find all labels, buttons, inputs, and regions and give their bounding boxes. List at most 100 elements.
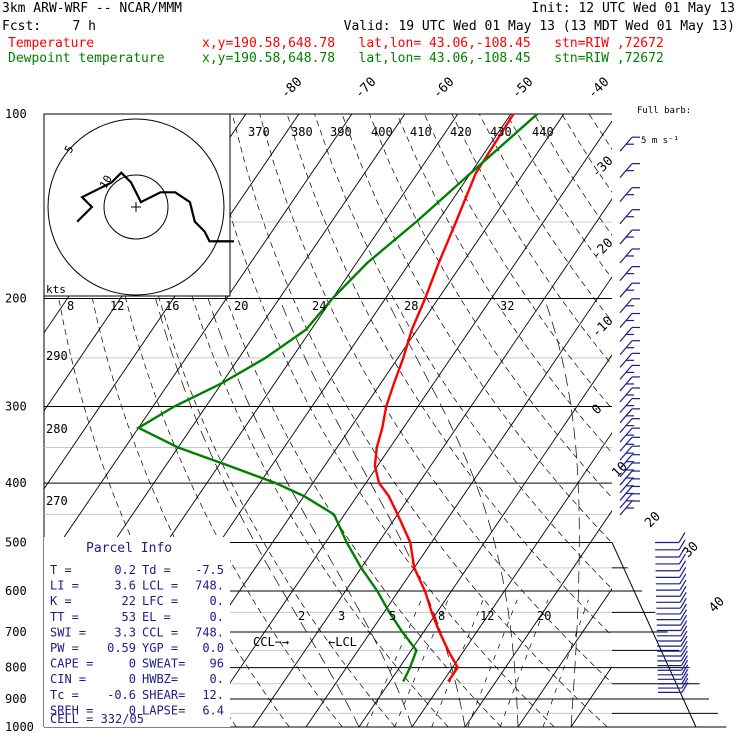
- diagram-right-edge: [611, 542, 697, 728]
- isotherm-label: 0: [589, 402, 605, 418]
- dry-adiabat-label: 390: [330, 125, 352, 139]
- forecast-hour: Fcst: 7 h: [2, 19, 96, 34]
- isotherm-label: -70: [352, 75, 379, 102]
- parcel-field-label: CIN =: [50, 672, 86, 686]
- parcel-field-label: PW =: [50, 641, 79, 655]
- parcel-field-value: 0.: [210, 672, 224, 686]
- parcel-field-label: SWI =: [50, 625, 86, 639]
- dry-adiabat-label: 280: [46, 422, 68, 436]
- parcel-field-value: 12.: [202, 688, 224, 702]
- wind-barb: [681, 664, 689, 676]
- isotherm-line: [358, 354, 612, 727]
- parcel-field-label: LCL =: [142, 579, 178, 593]
- wind-barb: [680, 614, 688, 626]
- isotherm-label: 40: [706, 594, 728, 616]
- init-time: Init: 12 UTC Wed 01 May 13: [531, 1, 736, 16]
- parcel-field-value: 0.0: [202, 641, 224, 655]
- dry-adiabat: [506, 114, 612, 279]
- dry-adiabat: [588, 114, 612, 150]
- parcel-field-value: 0: [129, 703, 136, 717]
- wind-barb: [680, 625, 688, 637]
- parcel-field-value: -7.5: [195, 563, 224, 577]
- pressure-tick-label: 300: [5, 399, 27, 413]
- parcel-field-value: 22: [122, 594, 136, 608]
- speed-axis-label: 12: [110, 299, 124, 313]
- mixing-ratio-line: [431, 599, 484, 727]
- parcel-field-label: LI =: [50, 579, 79, 593]
- parcel-field-value: 748.: [195, 625, 224, 639]
- parcel-info-panel: Parcel Info T = 0.2 Td = -7.5 LI = 3.6 LCL = 74…: [44, 537, 230, 727]
- dry-adiabat: [617, 114, 740, 727]
- wind-barb: [681, 677, 689, 689]
- moist-adiabat: [385, 298, 519, 727]
- dry-adiabat: [561, 114, 612, 193]
- wind-barb: [678, 546, 686, 558]
- hodograph-units: kts: [46, 283, 66, 296]
- mixing-ratio-line: [366, 599, 422, 727]
- isotherm-line: [411, 432, 612, 727]
- cell-motion: CELL = 332/05: [50, 712, 144, 726]
- mixing-ratio-label: 3: [338, 609, 345, 623]
- isotherm-label: -60: [430, 75, 457, 102]
- hodograph-ring: [103, 174, 169, 240]
- wind-barb: [680, 630, 688, 642]
- wind-barb: [680, 655, 688, 666]
- wind-barb: [679, 591, 687, 603]
- speed-axis-label: 24: [312, 299, 326, 313]
- mixing-ratio-line: [467, 599, 518, 727]
- wind-barb: [679, 585, 687, 597]
- speed-axis-label: 8: [67, 299, 74, 313]
- mixing-ratio-label: 5: [389, 609, 396, 623]
- wind-barb: [681, 673, 689, 685]
- dry-adiabat-label: 420: [450, 125, 472, 139]
- parcel-info-text: Parcel Info T = 0.2 Td = -7.5 LI = 3.6 LCL = 74…: [50, 541, 224, 726]
- temperature-legend: Temperature: [8, 36, 95, 51]
- isotherm-line: [199, 120, 612, 727]
- wind-barb: [680, 640, 688, 652]
- isotherm-line: [677, 114, 740, 727]
- barb-key-unit: 5 m s⁻¹: [641, 136, 679, 146]
- mixing-ratio-label: 8: [438, 609, 445, 623]
- pressure-tick-label: 700: [5, 625, 27, 639]
- valid-time: Valid: 19 UTC Wed 01 May 13 (13 MDT Wed …: [343, 19, 735, 34]
- wind-barb: [681, 669, 689, 680]
- isotherm-line: [305, 276, 612, 727]
- wind-barb: [680, 609, 688, 620]
- dry-adiabat-label: 380: [291, 125, 313, 139]
- dry-adiabat: [314, 114, 612, 590]
- parcel-field-value: 3.3: [114, 625, 136, 639]
- wind-barb: [678, 532, 686, 543]
- hodograph-box: [43, 113, 231, 297]
- dry-adiabat-label: 440: [532, 125, 554, 139]
- pressure-tick-label: 1000: [5, 720, 34, 734]
- wind-barb: [679, 560, 687, 572]
- wind-barb: [680, 635, 688, 647]
- pressure-tick-label: 800: [5, 661, 27, 675]
- parcel-field-label: K =: [50, 594, 72, 608]
- mixing-ratio-label: 20: [537, 609, 551, 623]
- parcel-field-value: 0.: [210, 610, 224, 624]
- wind-barb: [678, 539, 686, 551]
- wind-barb: [680, 620, 688, 631]
- parcel-field-label: SWEAT=: [142, 657, 185, 671]
- parcel-field-label: TT =: [50, 610, 79, 624]
- parcel-field-value: 0.: [210, 594, 224, 608]
- isotherm-label: 20: [642, 509, 664, 531]
- parcel-field-value: 748.: [195, 579, 224, 593]
- mixing-ratio-line: [542, 599, 589, 727]
- parcel-field-value: -0.6: [107, 688, 136, 702]
- parcel-field-value: 6.4: [202, 703, 224, 717]
- dewpoint-location: x,y=190.58,648.78 lat,lon= 43.06,-108.45…: [202, 51, 664, 66]
- parcel-field-value: 0: [129, 657, 136, 671]
- parcel-field-label: LAPSE=: [142, 703, 185, 717]
- isotherm-label: -20: [589, 236, 616, 263]
- parcel-field-value: 0.59: [107, 641, 136, 655]
- parcel-field-label: EL =: [142, 610, 171, 624]
- mixing-ratio-label: 12: [480, 609, 494, 623]
- dry-adiabat: [204, 114, 555, 727]
- dry-adiabat-label: 400: [371, 125, 393, 139]
- wind-barb: [681, 659, 689, 671]
- isotherm-label: -10: [589, 314, 616, 341]
- parcel-field-value: 53: [122, 610, 136, 624]
- wind-barb: [679, 603, 687, 615]
